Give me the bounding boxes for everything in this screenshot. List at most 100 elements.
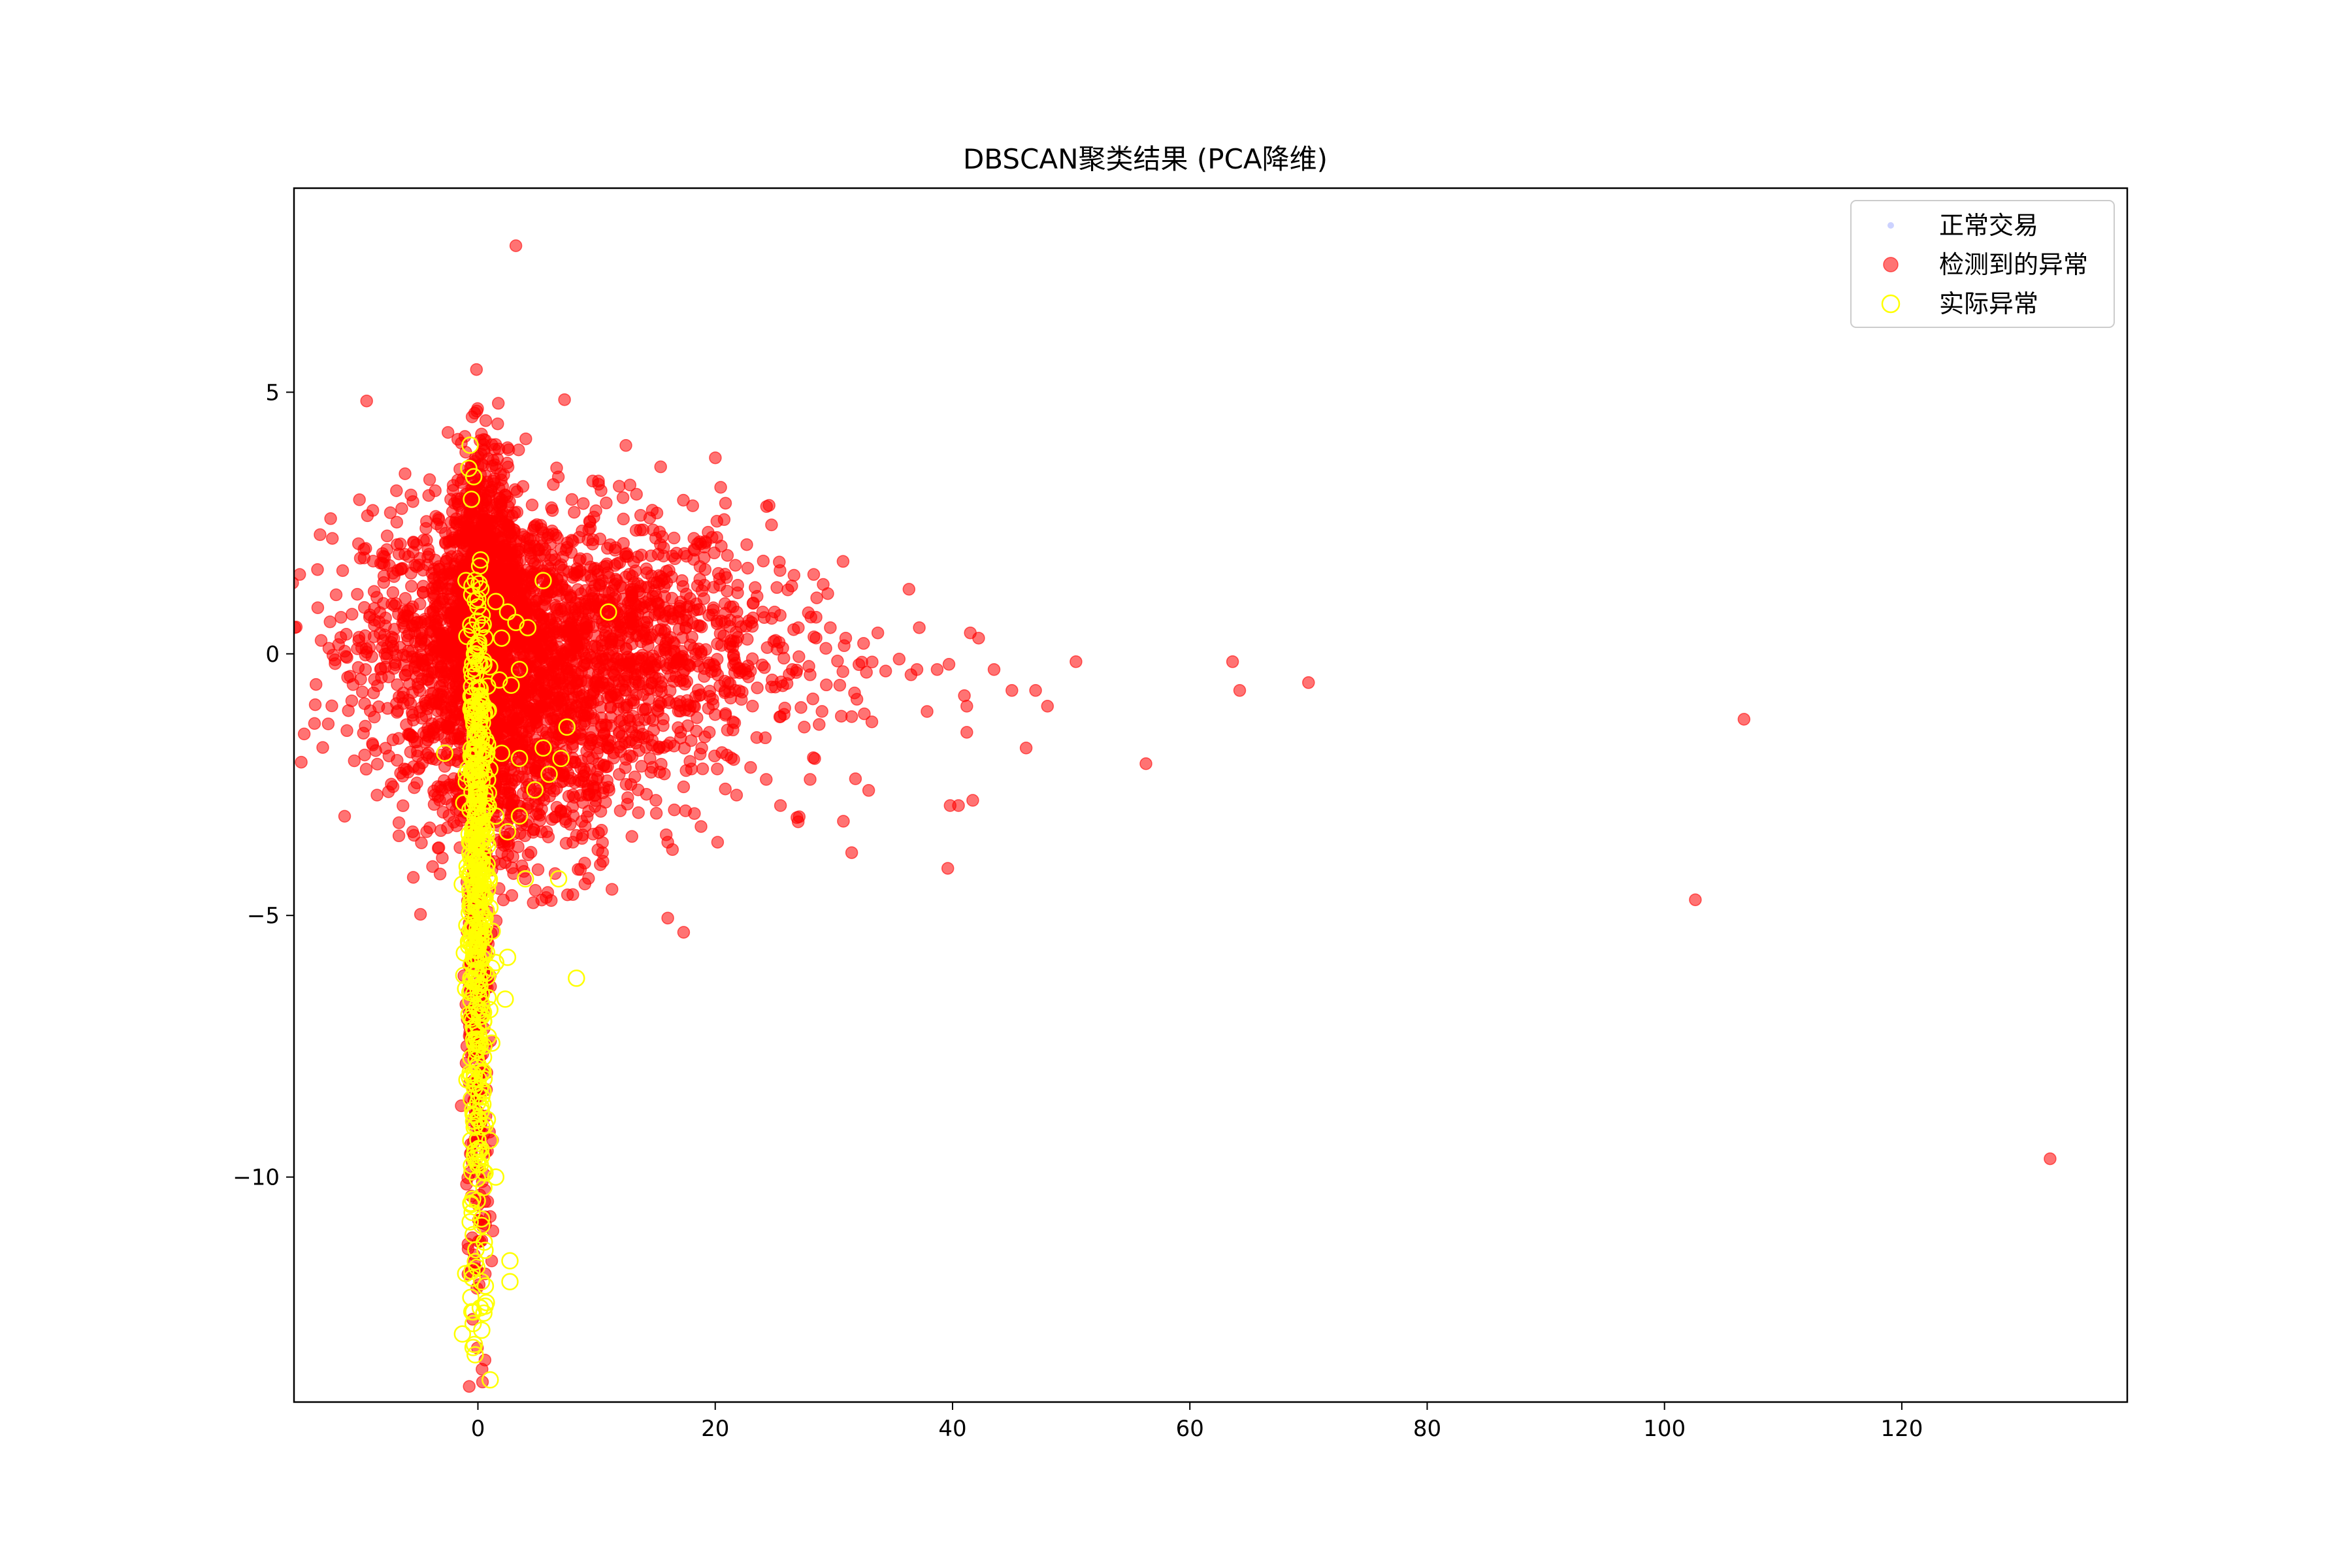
detected-anomaly-point [913, 621, 926, 634]
detected-anomaly-point [357, 601, 371, 614]
detected-anomaly-point [794, 701, 808, 714]
detected-anomaly-point [632, 676, 645, 689]
detected-anomaly-point [512, 840, 525, 853]
detected-anomaly-point [497, 546, 510, 560]
x-tick-label: 60 [1176, 1416, 1204, 1442]
detected-anomaly-point [439, 792, 452, 806]
detected-anomaly-point [536, 674, 550, 687]
detected-anomaly-point [566, 836, 580, 849]
detected-anomaly-point [440, 652, 453, 665]
detected-anomaly-point [766, 674, 779, 687]
detected-anomaly-point [719, 782, 732, 796]
detected-anomaly-point [408, 661, 421, 674]
detected-anomaly-point [561, 536, 574, 549]
detected-anomaly-point [414, 907, 427, 921]
legend-label: 检测到的异常 [1939, 250, 2088, 279]
detected-anomaly-point [619, 642, 633, 655]
detected-anomaly-point [495, 846, 508, 859]
detected-anomaly-point [1233, 684, 1247, 697]
detected-anomaly-point [325, 532, 339, 545]
detected-anomaly-point [453, 598, 467, 611]
detected-anomaly-point [610, 557, 624, 570]
detected-anomaly-point [490, 506, 504, 519]
detected-anomaly-point [694, 820, 708, 833]
detected-anomaly-point [336, 564, 350, 578]
detected-anomaly-point [960, 700, 973, 713]
detected-anomaly-point [541, 886, 555, 899]
detected-anomaly-point [751, 590, 764, 603]
detected-anomaly-point [740, 538, 753, 551]
detected-anomaly-point [595, 720, 608, 734]
detected-anomaly-point [619, 753, 633, 766]
detected-anomaly-point [500, 456, 514, 470]
detected-anomaly-point [738, 663, 751, 676]
detected-anomaly-point [548, 700, 562, 713]
detected-anomaly-point [849, 772, 862, 785]
detected-anomaly-point [351, 661, 365, 674]
detected-anomaly-point [586, 533, 600, 546]
detected-anomaly-point [568, 506, 581, 519]
detected-anomaly-point [390, 706, 404, 719]
detected-anomaly-point [554, 804, 568, 817]
detected-anomaly-point [626, 570, 639, 583]
detected-anomaly-point [342, 704, 355, 717]
detected-anomaly-point [1689, 893, 1702, 906]
detected-anomaly-point [485, 536, 499, 549]
detected-anomaly-point [591, 673, 604, 687]
detected-anomaly-point [436, 806, 449, 819]
detected-anomaly-point [544, 537, 557, 551]
detected-anomaly-point [720, 749, 734, 762]
detected-anomaly-point [338, 644, 351, 658]
detected-anomaly-point [507, 794, 520, 807]
detected-anomaly-point [607, 751, 621, 764]
detected-anomaly-point [661, 911, 674, 924]
detected-anomaly-point [392, 816, 406, 830]
detected-anomaly-point [698, 662, 711, 676]
detected-anomaly-point [295, 755, 308, 769]
detected-anomaly-point [398, 762, 411, 776]
detected-anomaly-point [804, 773, 817, 786]
detected-anomaly-point [613, 804, 627, 817]
detected-anomaly-point [662, 696, 676, 710]
detected-anomaly-point [510, 485, 524, 498]
detected-anomaly-point [619, 547, 632, 561]
detected-anomaly-point [566, 888, 580, 901]
detected-anomaly-point [558, 393, 571, 406]
detected-anomaly-point [564, 818, 577, 831]
detected-anomaly-point [663, 736, 677, 749]
detected-anomaly-point [668, 552, 681, 565]
detected-anomaly-point [845, 846, 858, 859]
detected-anomaly-point [475, 427, 488, 441]
detected-anomaly-point [599, 637, 613, 650]
detected-anomaly-point [549, 710, 563, 724]
detected-anomaly-point [463, 1380, 476, 1393]
detected-anomaly-point [324, 512, 337, 525]
detected-anomaly-point [390, 515, 404, 529]
detected-anomaly-point [546, 657, 559, 670]
detected-anomaly-point [600, 497, 613, 510]
detected-anomaly-point [357, 727, 370, 740]
detected-anomaly-point [651, 684, 664, 697]
detected-anomaly-point [661, 836, 674, 849]
detected-anomaly-point [395, 502, 408, 515]
detected-anomaly-point [806, 692, 819, 706]
detected-anomaly-point [627, 555, 640, 569]
detected-anomaly-point [429, 484, 442, 497]
detected-anomaly-point [326, 649, 340, 662]
detected-anomaly-point [311, 601, 325, 614]
detected-anomaly-point [612, 480, 626, 493]
detected-anomaly-point [532, 807, 545, 821]
detected-anomaly-point [323, 615, 336, 629]
detected-anomaly-point [390, 484, 403, 497]
detected-anomaly-point [479, 414, 493, 427]
detected-anomaly-point [474, 489, 488, 502]
detected-anomaly-point [314, 634, 328, 647]
detected-anomaly-point [740, 619, 753, 633]
detected-anomaly-point [602, 742, 615, 755]
detected-anomaly-point [774, 710, 787, 723]
detected-anomaly-point [562, 790, 576, 803]
detected-anomaly-point [751, 681, 764, 694]
detected-anomaly-point [311, 563, 324, 576]
detected-anomaly-point [491, 397, 505, 410]
